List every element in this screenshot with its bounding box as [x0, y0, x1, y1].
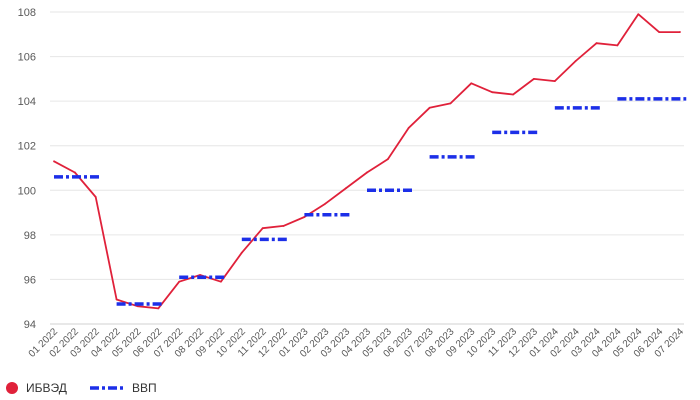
legend: ИБВЭД ВВП	[6, 381, 157, 395]
series-0-point	[157, 307, 160, 310]
series-0-point	[533, 77, 535, 80]
y-tick-label: 98	[24, 230, 36, 242]
series-0-point	[470, 82, 473, 85]
series-0-point	[282, 225, 285, 227]
series-0-point	[136, 305, 139, 308]
series-0-point	[637, 13, 640, 16]
series-0-point	[303, 216, 306, 218]
series-0-point	[386, 158, 389, 160]
y-tick-label: 94	[24, 319, 36, 331]
series-0-point	[261, 227, 264, 230]
series-layer	[53, 13, 687, 310]
series-0-point	[366, 171, 368, 174]
series-0-point	[94, 196, 97, 198]
series-0-point	[324, 202, 327, 205]
series-0-point	[679, 31, 681, 33]
y-tick-label: 100	[18, 185, 36, 197]
y-tick-label: 108	[18, 7, 36, 19]
series-0-point	[199, 274, 201, 276]
y-tick-label: 104	[18, 96, 36, 108]
y-tick-label: 106	[18, 52, 36, 64]
legend-swatch-0	[6, 382, 18, 394]
series-0-point	[449, 102, 452, 105]
series-0-point	[178, 280, 181, 283]
series-0-point	[407, 126, 410, 129]
series-0-point	[115, 298, 118, 301]
legend-label-1: ВВП	[132, 381, 157, 395]
legend-label-0: ИБВЭД	[26, 381, 67, 395]
series-0-point	[345, 187, 348, 189]
series-0-point	[595, 42, 598, 45]
series-0-point	[491, 91, 494, 94]
series-0-point	[512, 93, 514, 96]
series-0-point	[616, 44, 619, 47]
series-0-line	[53, 13, 680, 310]
series-0-point	[73, 171, 76, 174]
series-0-point	[553, 80, 556, 82]
series-0-point	[53, 160, 55, 163]
series-0-point	[574, 60, 577, 62]
series-0-point	[658, 31, 661, 33]
series-0-point	[240, 251, 243, 254]
series-0-point	[220, 280, 222, 283]
y-axis-ticks: 94 96 98 100 102 104 106 108	[18, 7, 36, 331]
y-tick-label: 96	[24, 274, 36, 286]
series-0-point	[428, 106, 431, 109]
y-tick-label: 102	[18, 141, 36, 153]
grid-lines	[50, 11, 684, 325]
